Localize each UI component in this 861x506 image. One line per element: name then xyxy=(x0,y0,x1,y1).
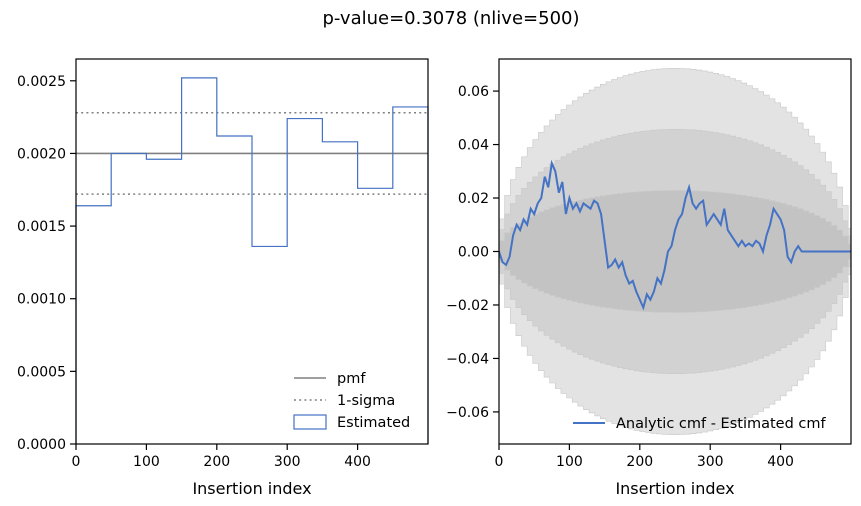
x-tick-label: 0 xyxy=(72,454,81,470)
left-chart-pmf-histogram: 0 100 200 300 400 0.0000 0.0005 0.0010 0.0015 0.0… xyxy=(17,58,429,498)
figure-title: p-value=0.3078 (nlive=500) xyxy=(322,8,579,29)
legend: Analytic cmf - Estimated cmf xyxy=(573,416,827,432)
y-tick-label: 0.0000 xyxy=(17,437,66,453)
band-1-sigma xyxy=(499,190,851,313)
legend-estimated-swatch xyxy=(293,414,327,430)
x-tick-label: 0 xyxy=(495,454,504,470)
legend: pmf 1-sigma Estimated xyxy=(293,371,410,431)
x-tick-label: 400 xyxy=(344,454,371,470)
y-tick-label: 0.04 xyxy=(458,138,489,154)
x-tick-label: 400 xyxy=(767,454,794,470)
x-axis-label: Insertion index xyxy=(192,479,311,498)
y-tick-label: 0.0005 xyxy=(17,364,66,380)
x-tick-label: 100 xyxy=(556,454,583,470)
x-tick-label: 200 xyxy=(626,454,653,470)
y-tick-label: 0.06 xyxy=(458,84,489,100)
estimated-histogram xyxy=(75,77,429,444)
right-chart-cmf-difference: 0 100 200 300 400 −0.06 −0.04 −0.02 0.00 0.02 0.04… xyxy=(446,58,852,498)
y-tick-label: −0.06 xyxy=(446,405,489,421)
x-tick-label: 300 xyxy=(697,454,724,470)
x-tick-label: 100 xyxy=(133,454,160,470)
cmf-difference-line xyxy=(499,159,851,311)
legend-sigma-label: 1-sigma xyxy=(337,393,395,409)
x-tick-label: 200 xyxy=(203,454,230,470)
legend-estimated-label: Estimated xyxy=(337,415,410,431)
y-tick-label: 0.0010 xyxy=(17,292,66,308)
legend-pmf-label: pmf xyxy=(337,371,366,387)
y-tick-label: 0.0020 xyxy=(17,146,66,162)
x-axis-label: Insertion index xyxy=(615,479,734,498)
y-tick-label: −0.02 xyxy=(446,298,489,314)
right-plot-area xyxy=(499,68,851,435)
x-tick-label: 300 xyxy=(274,454,301,470)
y-tick-label: 0.00 xyxy=(458,245,489,261)
y-tick-label: 0.0015 xyxy=(17,219,66,235)
legend-cmf-label: Analytic cmf - Estimated cmf xyxy=(616,416,827,432)
y-tick-label: 0.0025 xyxy=(17,74,66,90)
y-tick-label: −0.04 xyxy=(446,351,489,367)
left-axes-frame xyxy=(75,58,429,445)
y-tick-label: 0.02 xyxy=(458,191,489,207)
